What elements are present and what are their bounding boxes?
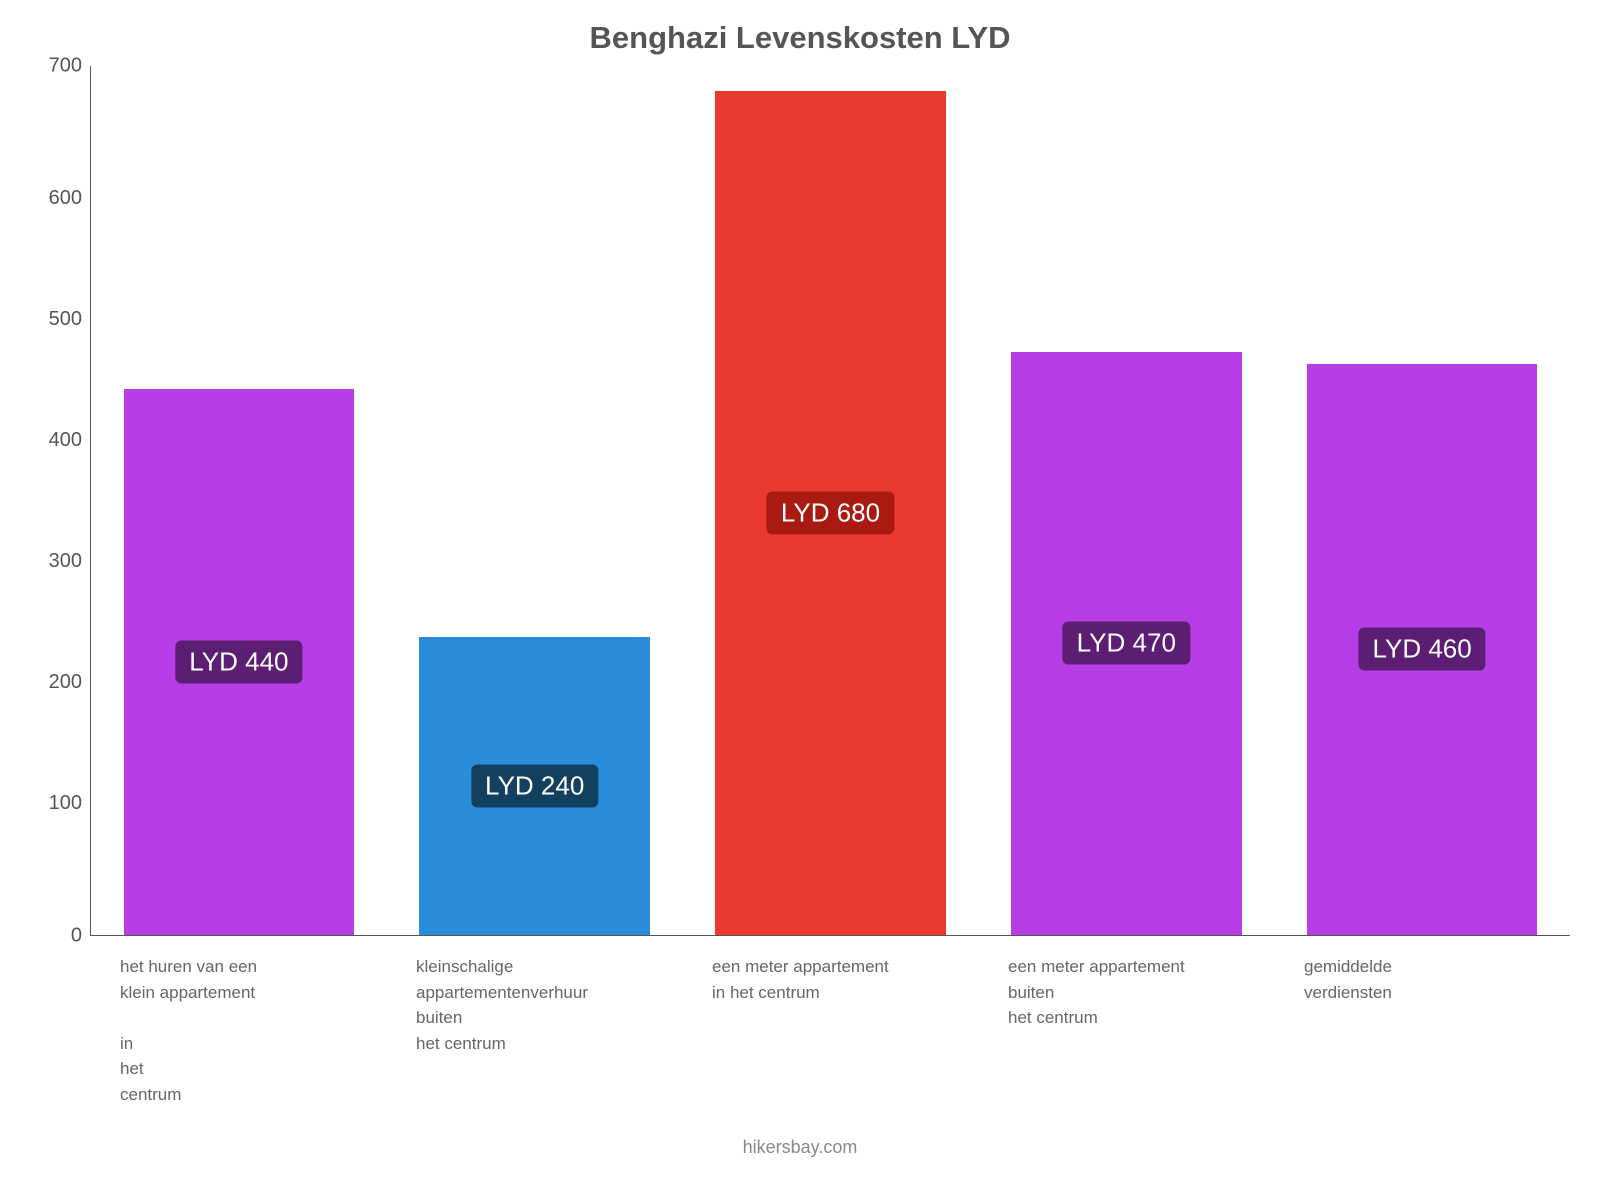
bar: LYD 240 <box>419 637 650 935</box>
x-axis-labels: het huren van eenklein appartement inhet… <box>90 936 1570 1107</box>
bar: LYD 440 <box>124 389 355 935</box>
y-tick-label: 600 <box>49 187 82 210</box>
bar-slot: LYD 680 <box>683 66 979 935</box>
plot-row: 7006005004003002001000 LYD 440LYD 240LYD… <box>30 66 1570 936</box>
y-tick-label: 400 <box>49 429 82 452</box>
x-label: een meter appartementbuitenhet centrum <box>1008 954 1185 1107</box>
chart-title: Benghazi Levenskosten LYD <box>30 20 1570 56</box>
x-label: het huren van eenklein appartement inhet… <box>120 954 257 1107</box>
x-label: een meter appartementin het centrum <box>712 954 889 1107</box>
bar-value-label: LYD 240 <box>471 765 598 808</box>
bar-value-label: LYD 440 <box>175 640 302 683</box>
bar-value-label: LYD 460 <box>1358 628 1485 671</box>
bar-slot: LYD 460 <box>1274 66 1570 935</box>
x-label: kleinschaligeappartementenverhuurbuitenh… <box>416 954 588 1107</box>
x-label: gemiddeldeverdiensten <box>1304 954 1392 1107</box>
bar: LYD 680 <box>715 91 946 935</box>
x-label-slot: kleinschaligeappartementenverhuurbuitenh… <box>386 936 682 1107</box>
y-tick-label: 0 <box>71 925 82 948</box>
plot-area: LYD 440 LYD 240 LYD 680 LYD 470 LYD 460 <box>90 66 1570 936</box>
x-label-slot: een meter appartementbuitenhet centrum <box>978 936 1274 1107</box>
bar-slot: LYD 440 <box>91 66 387 935</box>
y-tick-label: 700 <box>49 55 82 78</box>
y-tick-label: 500 <box>49 308 82 331</box>
bar-slot: LYD 470 <box>978 66 1274 935</box>
y-tick-label: 200 <box>49 671 82 694</box>
x-label-slot: het huren van eenklein appartement inhet… <box>90 936 386 1107</box>
bar: LYD 470 <box>1011 352 1242 935</box>
y-tick-label: 300 <box>49 550 82 573</box>
bars-group: LYD 440 LYD 240 LYD 680 LYD 470 LYD 460 <box>91 66 1570 935</box>
chart-container: Benghazi Levenskosten LYD 700 600 500 400 30… <box>0 0 1600 1200</box>
bar-value-label: LYD 470 <box>1063 622 1190 665</box>
x-label-slot: gemiddeldeverdiensten <box>1274 936 1570 1107</box>
bar-value-label: LYD 680 <box>767 491 894 534</box>
y-axis: 7006005004003002001000 <box>30 66 90 936</box>
bar: LYD 460 <box>1307 364 1538 935</box>
y-tick-label: 100 <box>49 792 82 815</box>
bar-slot: LYD 240 <box>387 66 683 935</box>
attribution: hikersbay.com <box>30 1137 1570 1158</box>
x-label-slot: een meter appartementin het centrum <box>682 936 978 1107</box>
